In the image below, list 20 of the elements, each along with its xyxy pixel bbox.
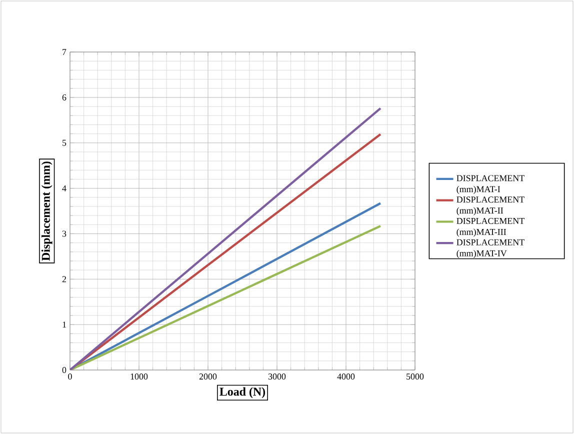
x-tick-label: 5000: [406, 374, 424, 380]
y-axis-title: Displacement (mm): [41, 162, 52, 261]
y-tick-label: 2: [62, 276, 66, 282]
legend-label: DISPLACEMENT (mm)MAT-II: [456, 196, 524, 216]
y-tick-label: 0: [62, 366, 66, 374]
x-axis-title: Load (N): [220, 387, 266, 398]
x-tick-label: 3000: [268, 374, 286, 380]
y-tick-label: 3: [62, 230, 66, 237]
x-tick-label: 1000: [130, 374, 148, 380]
x-tick-label: 4000: [337, 374, 355, 380]
legend-label: DISPLACEMENT (mm)MAT-IV: [456, 239, 524, 258]
legend-label: DISPLACEMENT (mm)MAT-I: [456, 175, 524, 194]
y-tick-label: 6: [62, 94, 66, 100]
x-tick-label: 0: [68, 374, 72, 380]
y-tick-label: 1: [62, 322, 66, 328]
x-tick-label: 2000: [199, 374, 217, 380]
y-tick-label: 7: [62, 49, 66, 55]
y-tick-label: 5: [62, 140, 66, 146]
legend-label: DISPLACEMENT (mm)MAT-III: [456, 218, 524, 237]
y-tick-label: 4: [62, 185, 66, 192]
